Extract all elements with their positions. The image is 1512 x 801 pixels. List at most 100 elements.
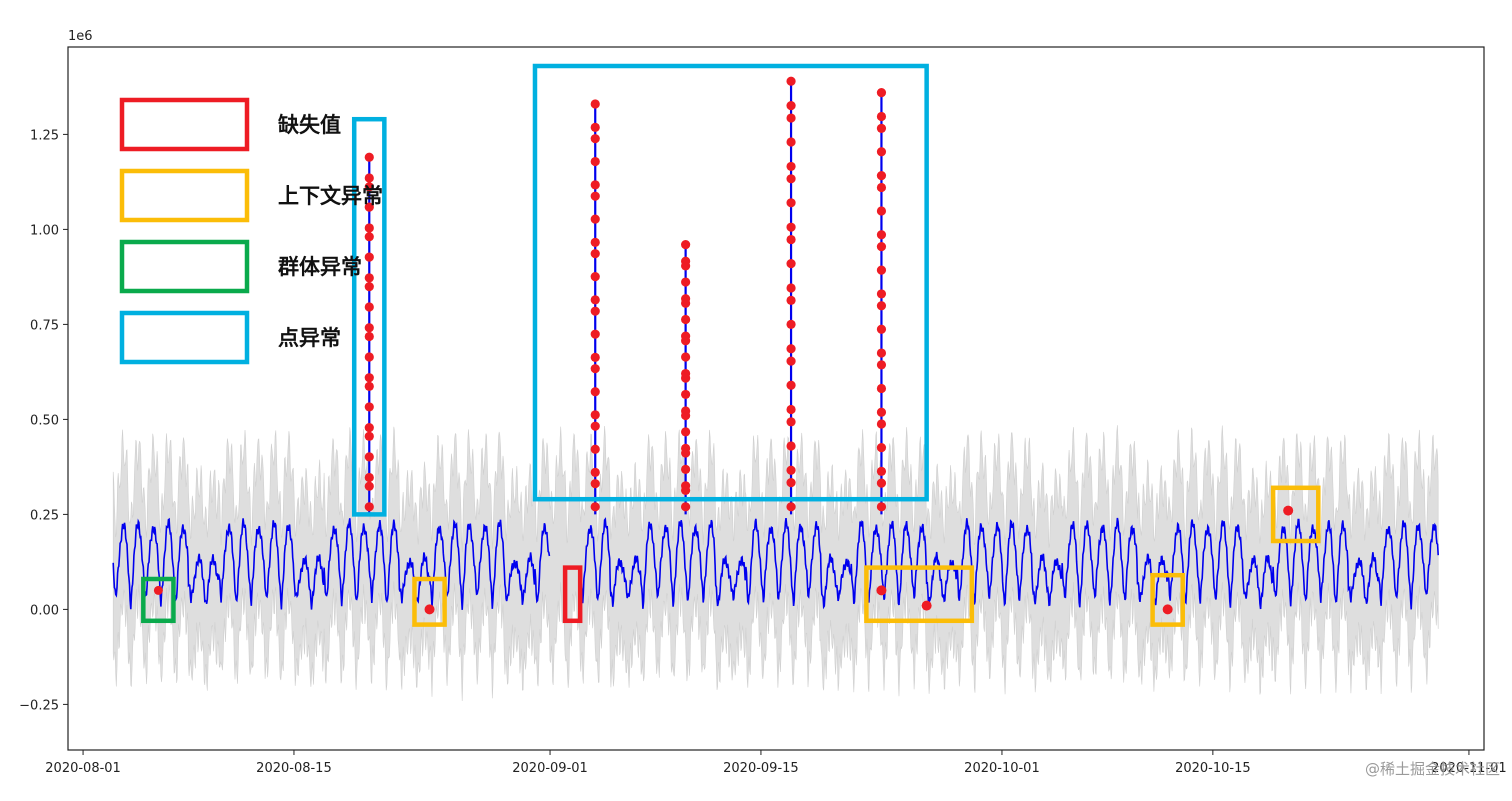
point-anomaly-marker [786,380,796,390]
point-anomaly-marker [681,481,691,491]
series-line [579,517,1439,610]
point-anomaly-marker [876,443,887,453]
point-anomaly-marker [876,182,887,193]
point-anomaly-marker [786,259,796,269]
x-tick-label: 2020-09-15 [723,761,799,776]
point-anomaly-marker [364,331,374,342]
point-anomaly-marker [786,198,796,208]
point-anomaly-marker [786,283,796,293]
x-tick-label: 2020-10-01 [964,761,1040,776]
point-anomaly-marker [590,410,600,420]
point-anomaly-marker [681,331,691,341]
contextual-anomaly-box [1270,485,1321,544]
point-anomaly-marker [876,242,887,252]
point-anomaly-marker [364,273,374,283]
point-anomaly-marker [786,137,796,147]
point-anomaly-marker [876,419,887,429]
point-anomaly-marker [364,252,374,262]
point-anomaly-marker [364,502,374,512]
point-anomaly-marker [786,76,796,86]
highlight-box-layer [141,63,1321,627]
y-axis: −0.25 0.00 0.25 0.50 0.75 1.00 1.25 [19,128,68,713]
point-anomaly-marker [364,481,374,491]
point-anomaly-marker [681,368,691,379]
x-tick-label: 2020-09-01 [512,761,588,776]
y-tick-label: 1.25 [30,128,59,143]
point-anomaly-marker [786,101,796,111]
point-anomaly-marker [364,152,374,162]
point-anomaly-marker [364,452,374,462]
point-anomaly-marker [876,348,887,358]
point-anomaly-marker [364,302,374,312]
anomaly-marker-layer [153,76,1294,615]
point-anomaly-marker [876,407,887,417]
x-axis: 2020-08-01 2020-08-15 2020-09-01 2020-09-15… [45,750,1507,776]
axes-frame [67,46,1485,751]
y-tick-label: 0.00 [30,603,59,618]
contextual-anomaly-marker [1162,604,1173,615]
contextual-anomaly-marker [921,600,932,611]
point-anomaly-marker [590,99,600,109]
point-anomaly-marker [590,421,600,431]
point-anomaly-marker [590,329,600,339]
point-anomaly-marker [786,502,796,512]
series-line [112,517,551,610]
point-anomaly-marker [786,441,796,451]
point-anomaly-marker [876,147,887,157]
point-anomaly-marker [590,249,600,259]
legend-swatch [119,97,250,152]
contextual-anomaly-marker [876,585,887,596]
point-anomaly-marker [681,389,691,400]
collective-anomaly-marker [153,585,163,595]
point-anomaly-marker [876,88,887,98]
x-tick-label: 2020-08-01 [45,761,121,776]
point-anomaly-marker [681,256,691,266]
point-anomaly-marker [876,230,887,240]
point-anomaly-marker [786,417,796,427]
contextual-anomaly-box [864,565,975,624]
point-anomaly-marker [876,301,887,311]
point-anomaly-marker [681,406,691,416]
legend-swatch [119,310,250,365]
y-tick-label: 1.00 [30,223,59,238]
watermark: @稀土掘金技术社区 [1364,760,1500,778]
y-offset-label: 1e6 [68,29,93,44]
point-anomaly-marker [786,174,796,184]
point-anomaly-marker [786,222,796,232]
legend-label: 群体异常 [278,255,362,279]
point-anomaly-marker [364,282,374,292]
y-tick-label: 0.25 [30,508,59,523]
point-anomaly-marker [876,360,887,370]
point-anomaly-marker [590,502,600,512]
point-anomaly-marker [681,240,691,250]
point-anomaly-marker [681,294,691,304]
point-anomaly-marker [786,404,796,415]
point-anomaly-marker [590,122,600,132]
point-anomaly-marker [590,387,600,397]
contextual-anomaly-box [1150,572,1185,627]
point-anomaly-marker [876,111,887,122]
point-anomaly-marker [590,295,600,305]
point-anomaly-marker [786,319,796,329]
point-anomaly-marker [590,180,600,190]
point-anomaly-marker [681,464,691,474]
point-anomaly-marker [590,352,600,362]
legend-label: 上下文异常 [278,184,383,208]
point-anomaly-marker [876,171,887,181]
point-anomaly-marker [590,214,600,224]
point-anomaly-marker [364,431,374,441]
point-anomaly-marker [786,356,796,366]
legend-label: 点异常 [278,326,341,350]
point-anomaly-marker [590,479,600,489]
point-anomaly-marker [786,295,796,305]
point-anomaly-box [532,63,929,502]
contextual-anomaly-box [412,576,447,627]
point-anomaly-marker [681,277,691,287]
point-anomaly-marker [786,344,796,354]
point-anomaly-marker [876,206,887,216]
point-anomaly-marker [876,265,887,275]
point-anomaly-marker [590,364,600,374]
point-anomaly-marker [786,113,796,123]
